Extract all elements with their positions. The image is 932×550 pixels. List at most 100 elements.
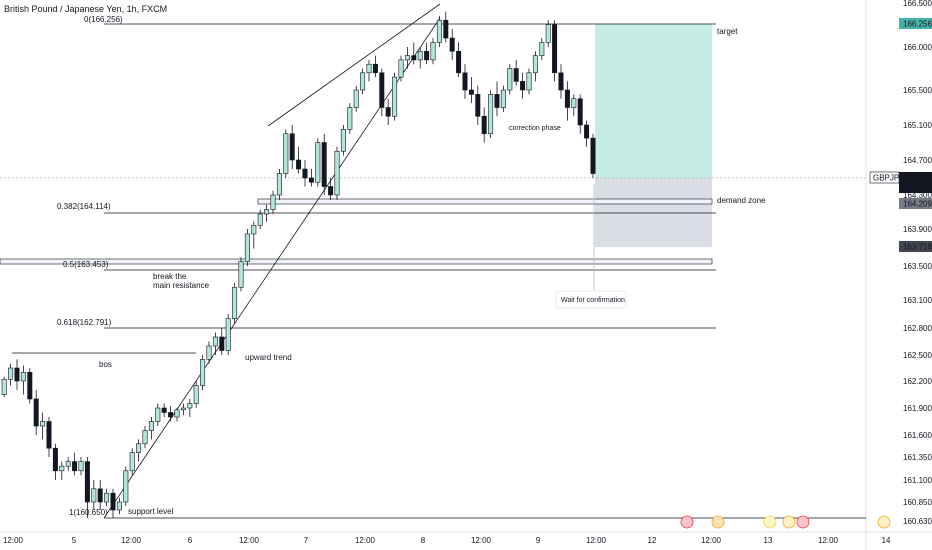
candle-body bbox=[161, 407, 167, 413]
candle bbox=[244, 229, 250, 266]
candle bbox=[59, 461, 65, 480]
time-tick-label: 12:00 bbox=[471, 536, 492, 545]
candle bbox=[475, 85, 481, 125]
demand-zone-rect[interactable] bbox=[257, 198, 713, 205]
candle-body bbox=[481, 115, 487, 135]
candle bbox=[385, 98, 391, 125]
break-label-line1: break the bbox=[153, 272, 187, 281]
candle-body bbox=[8, 367, 14, 380]
price-tick-label: 161.100 bbox=[903, 476, 932, 485]
time-tick-label: 12:00 bbox=[586, 536, 607, 545]
economic-events[interactable] bbox=[680, 515, 891, 529]
candle bbox=[212, 332, 218, 355]
candle-body bbox=[219, 336, 225, 351]
time-axis[interactable]: 12:00 5 12:00 6 12:00 7 12:00 8 12:00 9 12:00 12 12:… bbox=[3, 536, 891, 545]
candle bbox=[65, 457, 71, 471]
candle bbox=[411, 42, 417, 65]
candle-body bbox=[1, 378, 7, 395]
price-tick-label: 163.100 bbox=[903, 296, 932, 305]
candle-body bbox=[123, 470, 129, 503]
candle bbox=[206, 341, 212, 364]
candle bbox=[340, 125, 346, 156]
candle bbox=[72, 452, 78, 476]
candle-body bbox=[180, 407, 186, 411]
candle-body bbox=[52, 447, 58, 472]
bos-label: bos bbox=[99, 360, 112, 369]
candle bbox=[590, 133, 596, 178]
candle-body bbox=[340, 129, 346, 152]
candle-body bbox=[513, 68, 519, 82]
time-tick-label: 7 bbox=[304, 536, 309, 545]
candle-body bbox=[136, 443, 142, 453]
price-tick-label: 161.600 bbox=[903, 431, 932, 440]
candle-body bbox=[289, 133, 295, 161]
candle bbox=[116, 497, 122, 514]
candle-body bbox=[72, 461, 78, 472]
upward-trend-label: upward trend bbox=[245, 353, 292, 362]
price-tick-label: 162.800 bbox=[903, 324, 932, 333]
candle bbox=[398, 55, 404, 82]
candle-body bbox=[545, 24, 551, 43]
event-flag-icon[interactable] bbox=[711, 515, 725, 529]
candle bbox=[123, 466, 129, 506]
candle bbox=[571, 94, 577, 117]
candle-body bbox=[225, 318, 231, 351]
candle bbox=[379, 68, 385, 117]
time-tick-label: 12:00 bbox=[355, 536, 376, 545]
candle bbox=[251, 221, 257, 249]
candle bbox=[424, 42, 430, 65]
channel-upper-line[interactable] bbox=[267, 3, 441, 127]
candle bbox=[366, 59, 372, 82]
target-price-text: 166.256 bbox=[903, 20, 932, 29]
candle bbox=[584, 120, 590, 147]
event-flag-icon[interactable] bbox=[796, 515, 810, 529]
event-flag-icon[interactable] bbox=[680, 515, 694, 529]
candle-body bbox=[155, 407, 161, 422]
candle-body bbox=[385, 107, 391, 117]
candle bbox=[289, 125, 295, 169]
candle bbox=[225, 314, 231, 355]
candle-body bbox=[520, 81, 526, 91]
candle-body bbox=[360, 72, 366, 91]
candle bbox=[500, 85, 506, 112]
candle-body bbox=[475, 94, 481, 117]
candle-body bbox=[212, 336, 218, 347]
candle-body bbox=[257, 213, 263, 226]
symbol-title: British Pound / Japanese Yen, 1h, FXCM bbox=[4, 4, 167, 14]
candle-body bbox=[315, 142, 321, 183]
event-dot-icon[interactable] bbox=[763, 515, 777, 529]
candle bbox=[392, 72, 398, 121]
price-axis[interactable]: 166.500 166.000 165.500 165.100 164.700 164.3… bbox=[903, 0, 932, 526]
symbol-badge-text: GBPJPY bbox=[873, 174, 905, 183]
price-tick-label: 165.100 bbox=[903, 121, 932, 130]
candle bbox=[136, 439, 142, 462]
candle-body bbox=[564, 89, 570, 108]
candle bbox=[526, 68, 532, 95]
candle bbox=[430, 38, 436, 65]
candle-body bbox=[526, 72, 532, 91]
candle-body bbox=[404, 55, 410, 61]
event-dot-icon[interactable] bbox=[877, 515, 891, 529]
target-zone[interactable] bbox=[595, 24, 712, 178]
event-dot-icon[interactable] bbox=[782, 515, 796, 529]
candle bbox=[436, 15, 442, 47]
time-tick-label: 12:00 bbox=[818, 536, 839, 545]
fib-05-label: 0.5(163.453) bbox=[63, 260, 109, 269]
candle-body bbox=[398, 59, 404, 78]
stop-zone[interactable] bbox=[595, 178, 712, 247]
candle bbox=[238, 257, 244, 292]
upward-trend-line[interactable] bbox=[103, 17, 441, 519]
time-tick-label: 5 bbox=[72, 536, 77, 545]
candle bbox=[296, 146, 302, 174]
candle-body bbox=[417, 50, 423, 61]
resistance-zone-rect[interactable] bbox=[0, 258, 713, 265]
candle-body bbox=[500, 89, 506, 108]
fib-1-label: 1(160.650) bbox=[69, 508, 108, 517]
support-level-label: support level bbox=[128, 507, 174, 516]
candle bbox=[302, 160, 308, 187]
price-tick-label: 164.700 bbox=[903, 156, 932, 165]
candle-body bbox=[468, 89, 474, 95]
candle-body bbox=[411, 55, 417, 61]
time-tick-label: 14 bbox=[882, 536, 891, 545]
